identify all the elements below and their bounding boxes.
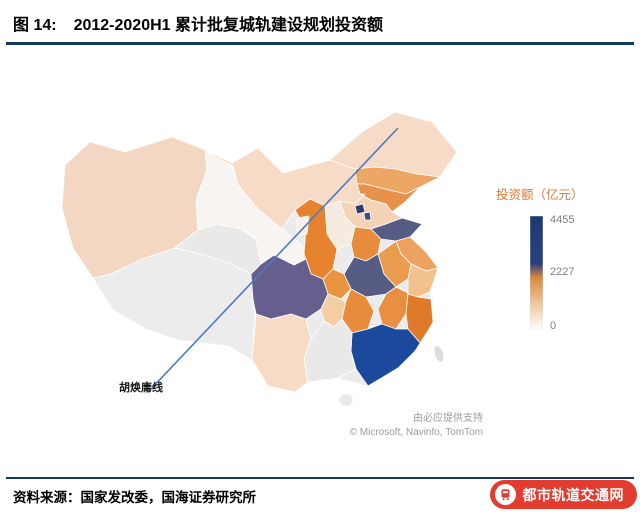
map-attribution: 由必应提供支持 © Microsoft, Navinfo, TomTom	[350, 412, 483, 439]
region-tianjin	[363, 211, 372, 221]
legend-title: 投资额（亿元）	[496, 188, 584, 202]
investment-legend: 投资额（亿元） 4455 2227 0	[494, 184, 620, 332]
region-heilongjiang	[329, 112, 457, 178]
legend-min-label: 0	[550, 320, 557, 332]
bing-attribution: 由必应提供支持	[413, 413, 483, 424]
legend-mid-label: 2227	[550, 266, 575, 278]
hu-huanyong-line	[149, 127, 399, 391]
region-yunnan	[251, 313, 312, 392]
region-guangdong	[350, 323, 422, 387]
region-taiwan	[433, 345, 445, 363]
region-ningxia	[296, 215, 310, 236]
figure-title: 2012-2020H1 累计批复城轨建设规划投资额	[73, 17, 383, 34]
legend-max-label: 4455	[550, 214, 575, 226]
region-jiangxi	[377, 286, 409, 330]
china-choropleth-map: 胡焕庸线	[62, 112, 457, 407]
region-shandong	[370, 217, 423, 242]
data-source: 资料来源：国家发改委，国海证券研究所	[13, 490, 256, 505]
region-beijing	[354, 203, 366, 215]
metro-logo-text: 都市轨道交通网	[522, 486, 624, 503]
legend-colorbar	[530, 216, 543, 330]
title-divider	[6, 42, 634, 45]
footer-divider	[6, 477, 634, 479]
figure-label: 图 14:	[13, 17, 57, 34]
hu-line-label: 胡焕庸线	[119, 380, 163, 394]
metro-logo-icon	[494, 484, 516, 505]
figure-header: 图 14: 2012-2020H1 累计批复城轨建设规划投资额	[13, 11, 383, 35]
region-hainan	[338, 393, 354, 407]
metro-network-logo: 都市轨道交通网	[489, 480, 637, 509]
copyright-attribution: © Microsoft, Navinfo, TomTom	[349, 426, 483, 438]
